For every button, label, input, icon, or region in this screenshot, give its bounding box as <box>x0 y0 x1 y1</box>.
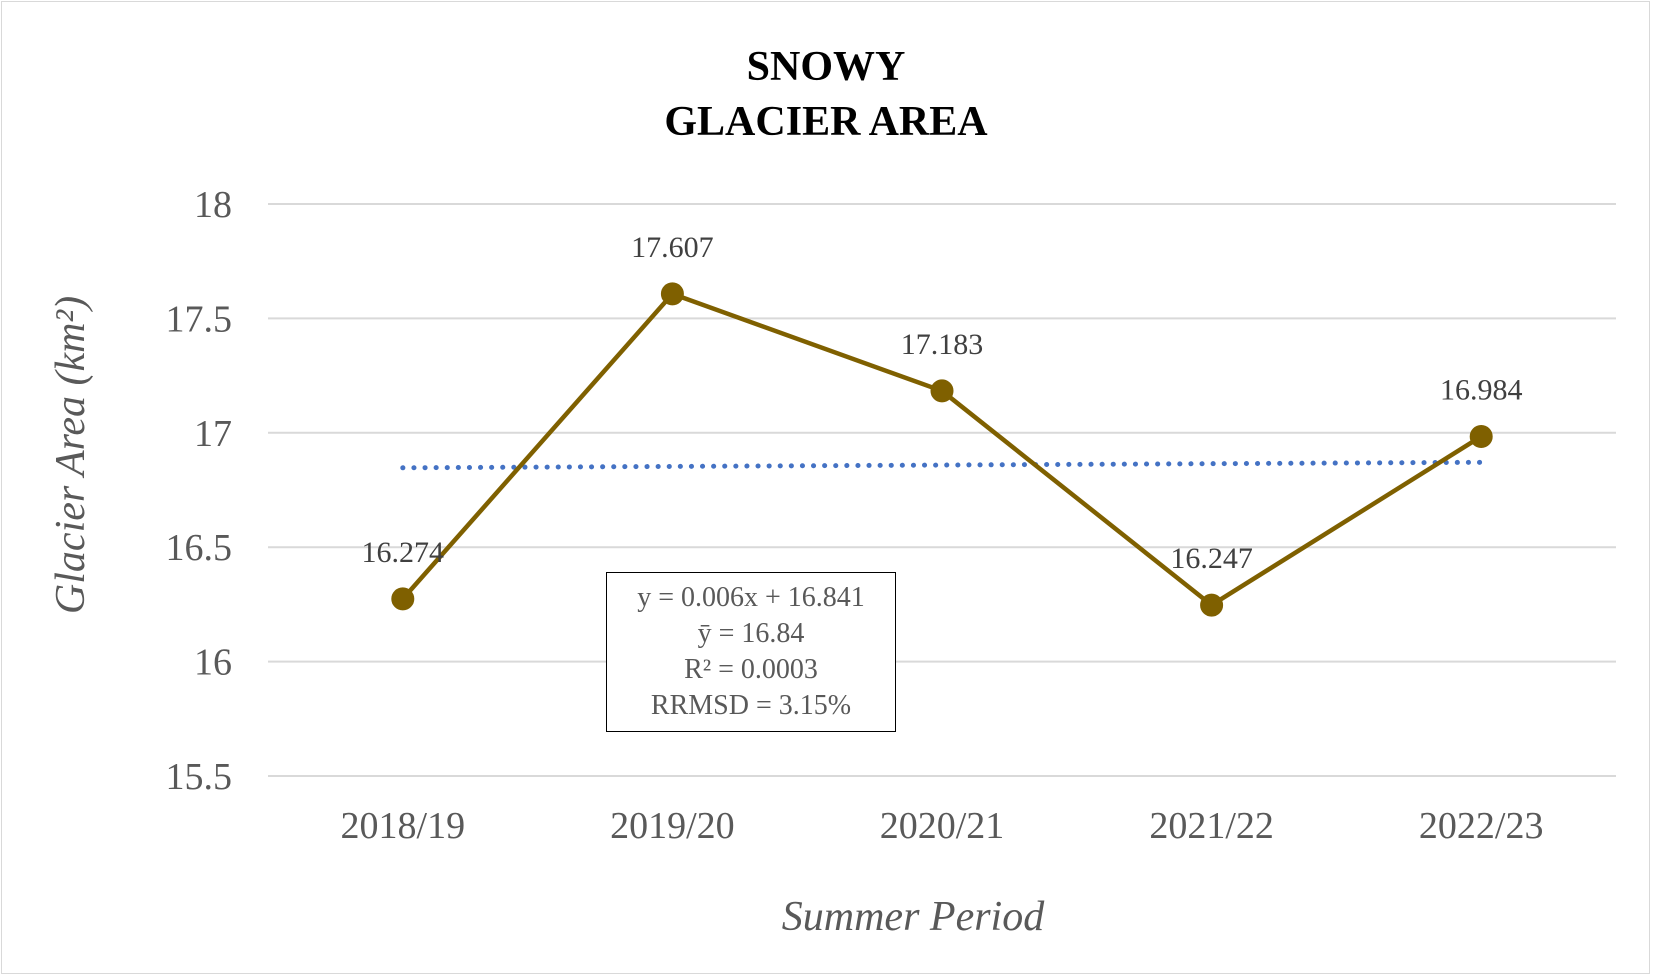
y-tick-label: 18 <box>194 184 232 226</box>
x-tick-label: 2019/20 <box>610 805 735 847</box>
x-tick-label: 2020/21 <box>880 805 1005 847</box>
y-tick-label: 17 <box>194 413 232 455</box>
series-layer <box>391 282 1493 617</box>
data-labels: 16.274 17.607 17.183 16.247 16.984 <box>362 231 1523 575</box>
chart-title-line2: GLACIER AREA <box>664 99 988 145</box>
x-tick-label: 2021/22 <box>1149 805 1274 847</box>
y-axis-title: Glacier Area (km²) <box>48 296 94 614</box>
data-label: 16.274 <box>362 536 445 569</box>
regression-stats-box: y = 0.006x + 16.841 ȳ = 16.84 R² = 0.000… <box>606 572 896 732</box>
r-squared: R² = 0.0003 <box>684 654 818 685</box>
mean-value: ȳ = 16.84 <box>697 618 805 649</box>
gridlines <box>268 203 1616 777</box>
data-label: 17.183 <box>901 328 984 361</box>
data-label: 16.247 <box>1170 542 1253 575</box>
data-point <box>660 282 684 306</box>
trendline <box>400 459 1484 471</box>
data-point <box>930 379 954 403</box>
data-label: 16.984 <box>1440 373 1523 406</box>
x-tick-label: 2022/23 <box>1419 805 1544 847</box>
x-tick-label: 2018/19 <box>341 805 466 847</box>
data-point <box>1200 593 1224 617</box>
data-label: 17.607 <box>631 231 714 264</box>
x-axis-title: Summer Period <box>782 894 1045 940</box>
regression-equation: y = 0.006x + 16.841 <box>637 582 865 613</box>
data-point <box>1469 424 1493 448</box>
y-tick-label: 15.5 <box>166 756 233 798</box>
y-tick-label: 16 <box>194 642 232 684</box>
y-tick-label: 17.5 <box>166 298 233 340</box>
y-tick-label: 16.5 <box>166 527 233 569</box>
chart-title-line1: SNOWY <box>747 44 906 90</box>
axis-labels: 15.5 16 16.5 17 17.5 18 2018/19 2019/20 2020/21 2… <box>166 184 1544 847</box>
data-point <box>391 587 415 611</box>
rrmsd: RRMSD = 3.15% <box>650 690 852 721</box>
trendline-layer <box>400 459 1484 471</box>
